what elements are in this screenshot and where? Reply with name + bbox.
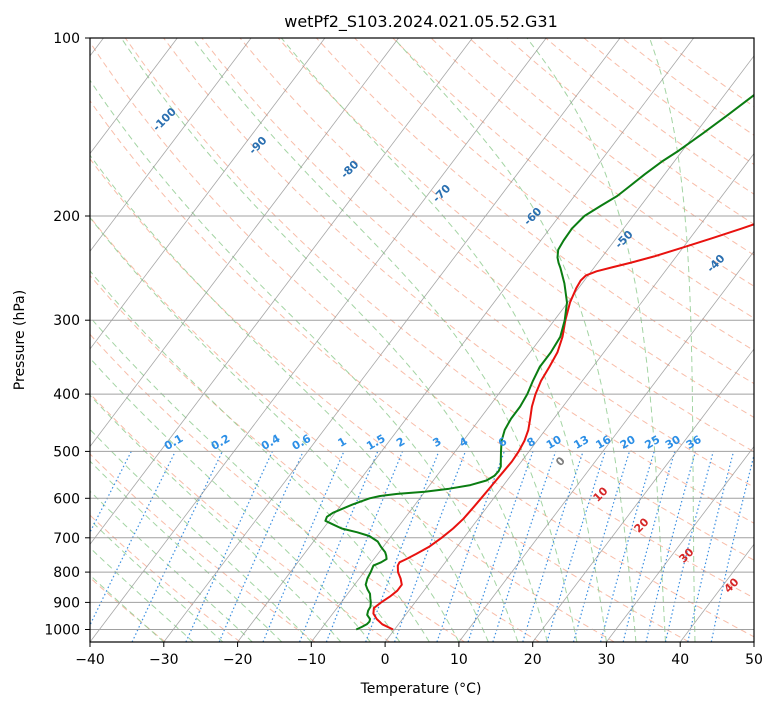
dry-adiabat [90, 393, 391, 642]
moist-adiabat [90, 316, 401, 642]
y-tick-label: 200 [53, 209, 80, 225]
temperature-line [372, 223, 754, 631]
y-axis-label: Pressure (hPa) [12, 290, 28, 390]
isotherm-line [90, 38, 252, 252]
mixing-ratio-line [687, 451, 735, 642]
mixing-ratio-line [90, 451, 176, 627]
y-tick-label: 900 [53, 595, 80, 611]
mixing-ratio-line [522, 451, 584, 642]
x-tick-label: −20 [223, 652, 253, 668]
y-tick-label: 700 [53, 531, 80, 547]
x-tick-label: 0 [381, 652, 390, 668]
mixing-ratio-line [664, 451, 714, 642]
moist-adiabat [90, 357, 371, 642]
isotherm-line [90, 38, 473, 545]
x-tick-label: −30 [149, 652, 179, 668]
isotherm-line [90, 38, 178, 155]
isotherm-line [90, 38, 326, 350]
isotherm-line [532, 348, 754, 642]
mixing-ratio-line [600, 451, 655, 642]
moist-adiabat [90, 394, 342, 642]
x-tick-label: −10 [297, 652, 327, 668]
moist-adiabat [281, 38, 607, 642]
series-lines [324, 93, 754, 631]
y-tick-label: 300 [53, 313, 80, 329]
isotherm-line [163, 38, 621, 642]
moist-adiabat [90, 79, 519, 642]
mixing-ratio-line [572, 451, 631, 642]
moist-adiabat [90, 428, 312, 642]
moist-adiabat [90, 216, 460, 642]
y-tick-label: 100 [53, 31, 80, 47]
x-tick-label: −40 [75, 652, 105, 668]
mixing-ratio-line [436, 451, 505, 642]
grid-lines [90, 38, 754, 642]
moist-adiabat [649, 38, 696, 642]
moist-adiabat [393, 38, 637, 642]
dry-adiabat [90, 333, 465, 642]
x-tick-label: 40 [671, 652, 689, 668]
dry-adiabat [124, 38, 754, 561]
chart-title: wetPf2_S103.2024.021.05.52.G31 [284, 12, 558, 32]
dry-adiabat [90, 158, 690, 642]
mixing-ratio-line [299, 451, 379, 642]
x-tick-label: 30 [597, 652, 615, 668]
dry-adiabat [90, 576, 166, 642]
dry-adiabat [90, 453, 316, 642]
mixing-ratio-line [90, 451, 132, 534]
mixing-ratio-line [185, 451, 273, 642]
isotherm-line [310, 55, 754, 642]
moist-adiabat [90, 154, 489, 642]
mixing-ratio-line [492, 451, 557, 642]
isotherm-line [384, 152, 754, 642]
dry-adiabat [392, 38, 754, 319]
moist-adiabat [90, 270, 430, 642]
mixing-ratio-line [325, 451, 404, 642]
mixing-ratio-line [622, 451, 676, 642]
dry-adiabat [163, 38, 754, 524]
dry-adiabat [354, 38, 754, 352]
x-tick-label: 20 [524, 652, 542, 668]
mixing-ratio-line [262, 451, 345, 642]
mixing-ratio-line [365, 451, 440, 642]
y-tick-label: 800 [53, 565, 80, 581]
moist-adiabat [90, 460, 283, 642]
y-tick-label: 1000 [44, 623, 80, 639]
isotherm-line [90, 38, 399, 448]
isotherm-line [237, 38, 695, 642]
isotherm-line [606, 445, 754, 642]
mixing-ratio-line [546, 451, 606, 642]
dewpoint-line [324, 93, 754, 631]
axis-ticks: −40 −30 −20 −10 0 10 20 30 40 50 100 200 300 400 500 60… [44, 31, 763, 668]
moist-adiabat [191, 38, 578, 642]
x-axis-label: Temperature (°C) [360, 681, 482, 697]
y-tick-label: 400 [53, 387, 80, 403]
x-tick-label: 50 [745, 652, 763, 668]
dry-adiabat [316, 38, 754, 385]
y-tick-label: 600 [53, 491, 80, 507]
moist-adiabat [90, 547, 194, 642]
dry-adiabat [90, 41, 754, 599]
isotherm-line [458, 250, 754, 642]
mixing-ratio-line [467, 451, 534, 642]
plot-frame [89, 37, 755, 643]
moist-adiabat [526, 38, 666, 642]
mixing-ratio-line [218, 451, 304, 642]
y-tick-label: 500 [53, 444, 80, 460]
moist-adiabat [90, 574, 165, 642]
x-tick-label: 10 [450, 652, 468, 668]
moist-adiabat [90, 519, 224, 642]
dry-adiabat [90, 274, 540, 642]
isotherm-line [90, 38, 547, 642]
moist-adiabat [90, 490, 253, 642]
dry-adiabat [90, 216, 615, 642]
